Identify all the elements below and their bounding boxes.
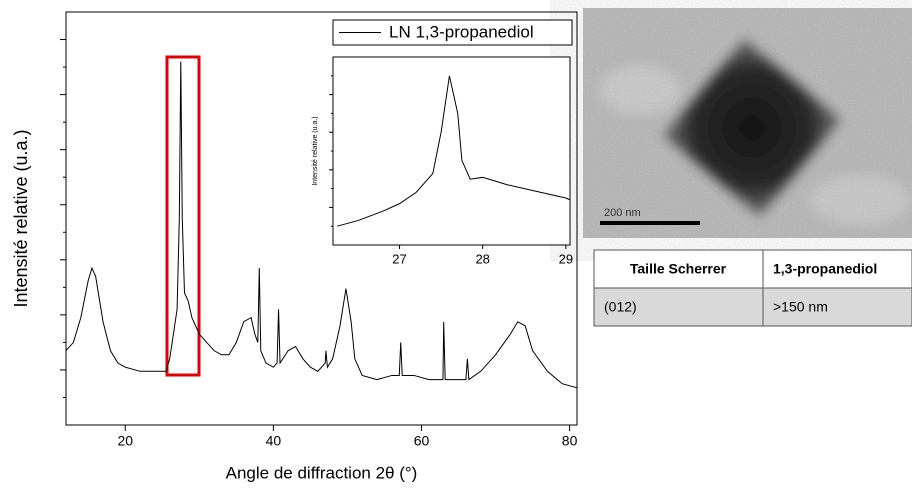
data-line: [337, 75, 571, 227]
x-tick-label: 60: [414, 433, 430, 449]
x-axis-label: Angle de diffraction 2θ (°): [226, 463, 418, 482]
x-tick-label: 40: [266, 433, 282, 449]
table-cell: (012): [604, 299, 637, 315]
x-tick-label: 28: [475, 251, 489, 266]
data-line: [65, 61, 578, 389]
x-tick-label: 20: [117, 433, 133, 449]
x-tick-label: 80: [562, 433, 578, 449]
tem-image: 200 nm: [583, 8, 912, 238]
table-header: 1,3-propanediol: [773, 261, 877, 277]
plot-frame: [65, 11, 578, 426]
y-axis-label: Intensité relative (u.a.): [312, 116, 319, 185]
scale-bar-label: 200 nm: [604, 207, 641, 219]
table-header: Taille Scherrer: [630, 261, 727, 277]
x-tick-label: 29: [559, 251, 573, 266]
x-tick-label: 27: [392, 251, 406, 266]
table-cell: >150 nm: [773, 299, 828, 315]
legend-label: LN 1,3-propanediol: [389, 22, 534, 41]
highlight-box: [165, 55, 201, 377]
y-axis-label: Intensité relative (u.a.): [11, 129, 31, 307]
inset-background: [333, 57, 570, 245]
table: Taille Scherrer 1,3-propanediol (012) >1…: [593, 249, 912, 327]
